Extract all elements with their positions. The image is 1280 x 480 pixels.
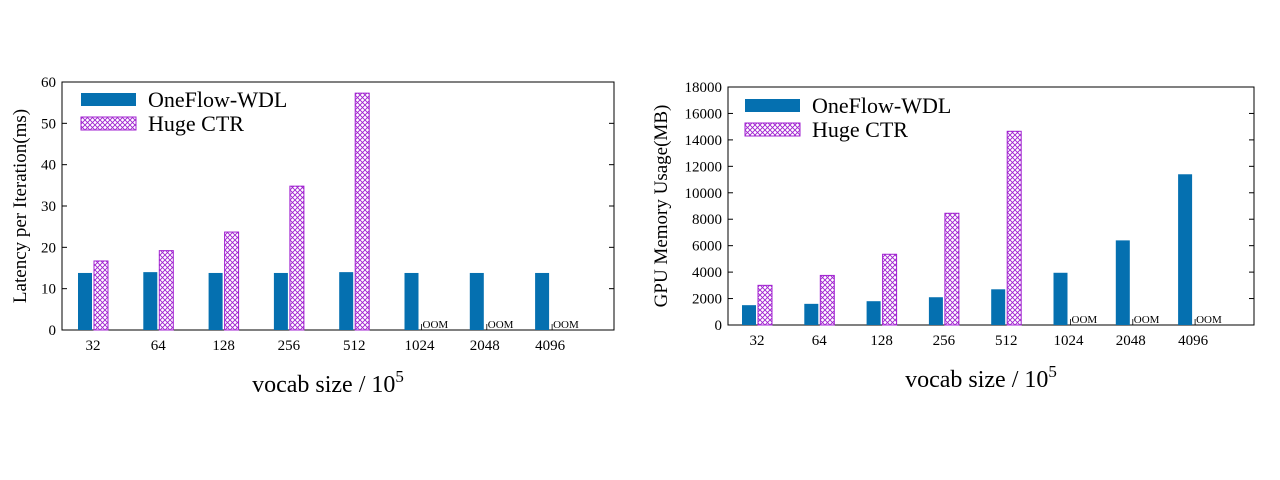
bar-oneflow-64: [143, 272, 158, 330]
chart-2: 0 2000 4000 6000 8000 10000 12000 14000 16000 180…: [651, 80, 1255, 393]
oom-label: OOM: [553, 319, 579, 331]
x-tick-label: 256: [278, 338, 301, 354]
bar-hugectr-512: [354, 92, 370, 331]
bar-hugectr-32: [757, 284, 773, 326]
x-tick-label: 2048: [1116, 333, 1146, 349]
y-tick-label: 10: [41, 282, 56, 298]
y-tick-label: 50: [41, 116, 56, 132]
x-tick-label: 32: [750, 333, 765, 349]
oom-label: OOM: [488, 319, 514, 331]
bar-hugectr-128: [882, 253, 898, 326]
bar-hugectr-512: [1006, 130, 1022, 326]
bar-hugectr-256: [289, 185, 305, 331]
x-tick-label: 64: [812, 333, 828, 349]
legend-label-hugectr: Huge CTR: [812, 117, 908, 142]
y-axis-label: GPU Memory Usage(MB): [651, 105, 672, 308]
y-tick-label: 40: [41, 158, 56, 174]
x-tick-label: 128: [212, 338, 235, 354]
bar-oneflow-2048: [469, 272, 484, 330]
bar-oneflow-2048: [1115, 240, 1130, 325]
y-tick-label: 30: [41, 199, 56, 215]
legend-swatch-hugectr: [744, 122, 801, 137]
y-tick-label: 2000: [692, 292, 722, 308]
oom-label: OOM: [1134, 314, 1160, 326]
x-axis-label: vocab size / 105: [905, 362, 1057, 393]
plot-frame: [727, 86, 1255, 326]
x-tick-label: 256: [933, 333, 956, 349]
x-axis-label: vocab size / 105: [252, 367, 404, 398]
legend-swatch-oneflow: [81, 93, 136, 106]
y-tick-label: 20: [41, 240, 56, 256]
bar-oneflow-512: [991, 289, 1006, 325]
bar-hugectr-64: [819, 274, 835, 326]
bar-oneflow-512: [339, 272, 354, 330]
y-tick-label: 6000: [692, 239, 722, 255]
bar-oneflow-256: [273, 272, 288, 330]
y-tick-label: 16000: [685, 106, 723, 122]
x-tick-label: 2048: [470, 338, 500, 354]
bar-oneflow-1024: [404, 272, 419, 330]
y-tick-label: 0: [715, 318, 723, 334]
legend-swatch-hugectr: [80, 116, 137, 131]
x-tick-label: 1024: [1054, 333, 1085, 349]
y-axis-label: Latency per Iteration(ms): [10, 109, 31, 303]
bar-oneflow-32: [78, 272, 92, 330]
bar-oneflow-4096: [535, 272, 550, 330]
x-tick-label: 128: [870, 333, 893, 349]
y-tick-label: 60: [41, 75, 56, 91]
bar-oneflow-64: [804, 303, 819, 325]
x-tick-label: 512: [343, 338, 366, 354]
y-tick-label: 10000: [685, 186, 723, 202]
oom-label: OOM: [1196, 314, 1222, 326]
legend-label-hugectr: Huge CTR: [148, 111, 244, 136]
y-tick-label: 0: [49, 323, 57, 339]
bar-hugectr-128: [224, 231, 240, 331]
bar-oneflow-1024: [1053, 272, 1068, 325]
oom-label: OOM: [423, 319, 449, 331]
x-tick-label: 32: [86, 338, 101, 354]
x-tick-label: 4096: [535, 338, 566, 354]
y-tick-label: 18000: [685, 80, 723, 96]
bar-hugectr-64: [158, 250, 174, 331]
legend-label-oneflow: OneFlow-WDL: [812, 93, 951, 118]
bar-hugectr-32: [93, 260, 109, 331]
legend-label-oneflow: OneFlow-WDL: [148, 87, 287, 112]
x-tick-label: 512: [995, 333, 1018, 349]
x-tick-label: 64: [151, 338, 167, 354]
legend-swatch-oneflow: [745, 99, 800, 112]
chart-1: 0 10 20 30 40 50 60 32 64 128 256 512 1024 2048 4096 OO…: [10, 75, 615, 398]
bar-oneflow-4096: [1178, 174, 1193, 325]
x-tick-label: 4096: [1178, 333, 1209, 349]
bar-oneflow-128: [866, 301, 881, 325]
bar-oneflow-256: [928, 297, 943, 325]
y-tick-label: 14000: [685, 133, 723, 149]
x-tick-label: 1024: [405, 338, 436, 354]
bar-oneflow-128: [208, 272, 223, 330]
y-tick-label: 8000: [692, 212, 722, 228]
oom-label: OOM: [1072, 314, 1098, 326]
bar-hugectr-256: [944, 212, 960, 326]
y-tick-label: 12000: [685, 159, 723, 175]
y-tick-label: 4000: [692, 265, 722, 281]
bar-oneflow-32: [742, 305, 756, 325]
